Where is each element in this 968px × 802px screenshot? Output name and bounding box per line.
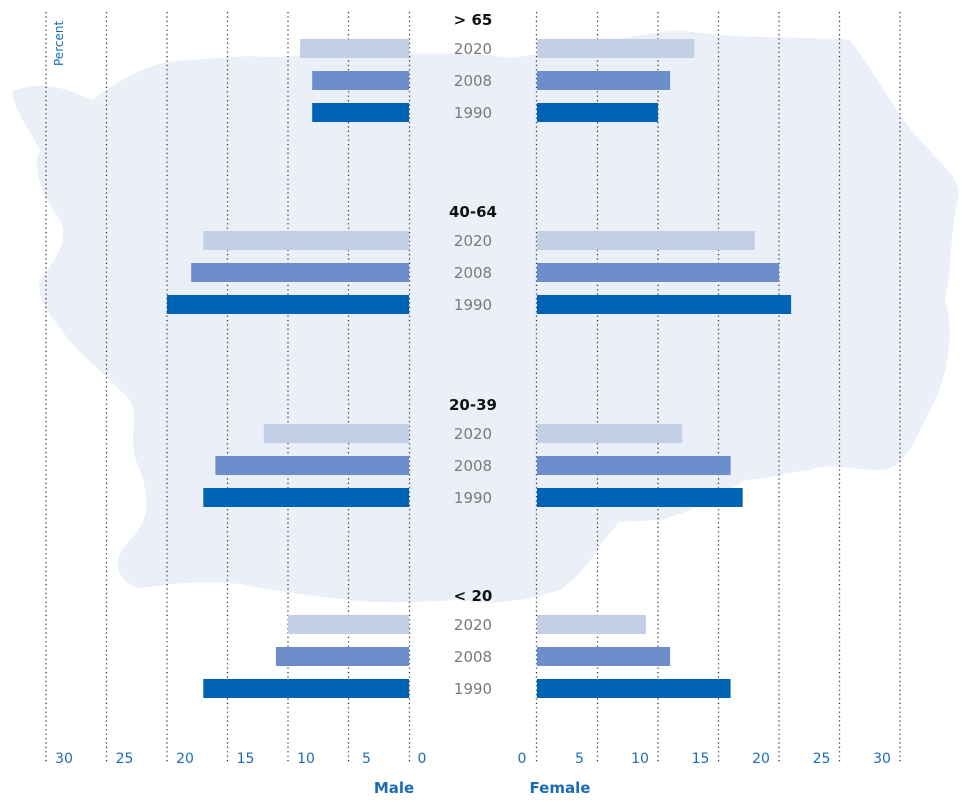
year-label-2-2008: 2008 <box>454 457 492 475</box>
bar-female-2-2020 <box>537 424 683 443</box>
unit-label: Percent <box>52 21 66 66</box>
year-label-1-2020: 2020 <box>454 232 492 250</box>
year-label-3-2008: 2008 <box>454 648 492 666</box>
bar-male-3-2008 <box>275 647 409 666</box>
tick-right-20: 20 <box>752 751 770 767</box>
bar-female-0-2008 <box>537 71 671 90</box>
group-label-3: < 20 <box>454 587 493 605</box>
bar-female-1-1990 <box>537 295 792 314</box>
bar-female-2-2008 <box>537 456 731 475</box>
bar-male-0-2020 <box>300 39 409 58</box>
bar-male-3-1990 <box>203 679 409 698</box>
bar-male-0-1990 <box>312 103 409 122</box>
bar-female-0-1990 <box>537 103 658 122</box>
bar-female-3-2020 <box>537 615 646 634</box>
tick-left-5: 5 <box>362 751 371 767</box>
bar-male-3-2020 <box>288 615 409 634</box>
male-axis-label: Male <box>374 779 414 797</box>
bar-male-0-2008 <box>312 71 409 90</box>
tick-right-10: 10 <box>631 751 649 767</box>
year-label-3-1990: 1990 <box>454 680 492 698</box>
tick-left-20: 20 <box>176 751 194 767</box>
bar-male-2-2020 <box>263 424 409 443</box>
tick-left-0: 0 <box>418 751 427 767</box>
group-label-1: 40-64 <box>449 203 497 221</box>
bars <box>167 39 792 698</box>
year-label-1-1990: 1990 <box>454 296 492 314</box>
bar-male-1-1990 <box>167 295 409 314</box>
tick-left-10: 10 <box>297 751 315 767</box>
bar-female-1-2008 <box>537 263 779 282</box>
gridlines <box>45 12 901 762</box>
tick-right-5: 5 <box>575 751 584 767</box>
tick-labels: 30 25 20 15 10 5 0 0 5 10 15 20 25 30 <box>55 751 891 767</box>
year-label-2-1990: 1990 <box>454 489 492 507</box>
bar-female-3-1990 <box>537 679 731 698</box>
tick-left-25: 25 <box>116 751 134 767</box>
tick-right-25: 25 <box>813 751 831 767</box>
year-label-0-1990: 1990 <box>454 104 492 122</box>
tick-left-30: 30 <box>55 751 73 767</box>
labels: > 65 2020 2008 1990 40-64 2020 2008 1990 20-39 20… <box>449 11 497 698</box>
tick-right-30: 30 <box>873 751 891 767</box>
tick-left-15: 15 <box>237 751 255 767</box>
bar-female-1-2020 <box>537 231 755 250</box>
tick-right-15: 15 <box>692 751 710 767</box>
tick-right-0: 0 <box>518 751 527 767</box>
year-label-3-2020: 2020 <box>454 616 492 634</box>
year-label-1-2008: 2008 <box>454 264 492 282</box>
bar-male-1-2008 <box>191 263 409 282</box>
bar-female-0-2020 <box>537 39 695 58</box>
year-label-2-2020: 2020 <box>454 425 492 443</box>
bar-male-1-2020 <box>203 231 409 250</box>
bar-female-2-1990 <box>537 488 743 507</box>
female-axis-label: Female <box>530 779 591 797</box>
year-label-0-2020: 2020 <box>454 40 492 58</box>
bar-male-2-1990 <box>203 488 409 507</box>
group-label-2: 20-39 <box>449 396 497 414</box>
bar-female-3-2008 <box>537 647 671 666</box>
bar-male-2-2008 <box>215 456 409 475</box>
group-label-0: > 65 <box>454 11 493 29</box>
year-label-0-2008: 2008 <box>454 72 492 90</box>
